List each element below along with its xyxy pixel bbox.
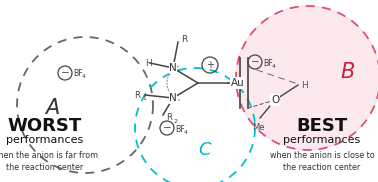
Text: −: − [60, 68, 70, 78]
Text: Au: Au [231, 78, 245, 88]
Text: BF: BF [175, 124, 185, 134]
Text: 1: 1 [142, 96, 146, 101]
Text: H: H [301, 80, 308, 90]
Text: R: R [166, 112, 172, 122]
Text: performances: performances [284, 135, 361, 145]
Text: the reaction center: the reaction center [284, 163, 361, 173]
Text: +: + [206, 60, 214, 70]
Text: A: A [45, 98, 59, 118]
Text: when the anion is close to: when the anion is close to [270, 151, 374, 159]
Text: −: − [163, 123, 171, 133]
Text: 4: 4 [184, 130, 188, 134]
Polygon shape [236, 6, 378, 150]
Text: O: O [271, 95, 279, 105]
Text: 4: 4 [82, 74, 86, 80]
Text: R: R [181, 35, 187, 45]
Text: the reaction center: the reaction center [6, 163, 84, 173]
Text: 2: 2 [173, 119, 177, 124]
Text: when the anion is far from: when the anion is far from [0, 151, 98, 159]
Text: B: B [341, 62, 355, 82]
Text: H: H [145, 58, 151, 68]
Text: BF: BF [263, 58, 273, 68]
Text: performances: performances [6, 135, 84, 145]
Text: WORST: WORST [8, 117, 82, 135]
Text: −: − [251, 57, 259, 67]
Text: R: R [134, 90, 140, 100]
Text: N: N [169, 93, 177, 103]
Text: BEST: BEST [296, 117, 348, 135]
Text: BF: BF [73, 70, 83, 78]
Text: N: N [169, 63, 177, 73]
Text: C: C [199, 141, 211, 159]
Text: 4: 4 [272, 64, 276, 68]
Text: Me: Me [252, 123, 264, 132]
